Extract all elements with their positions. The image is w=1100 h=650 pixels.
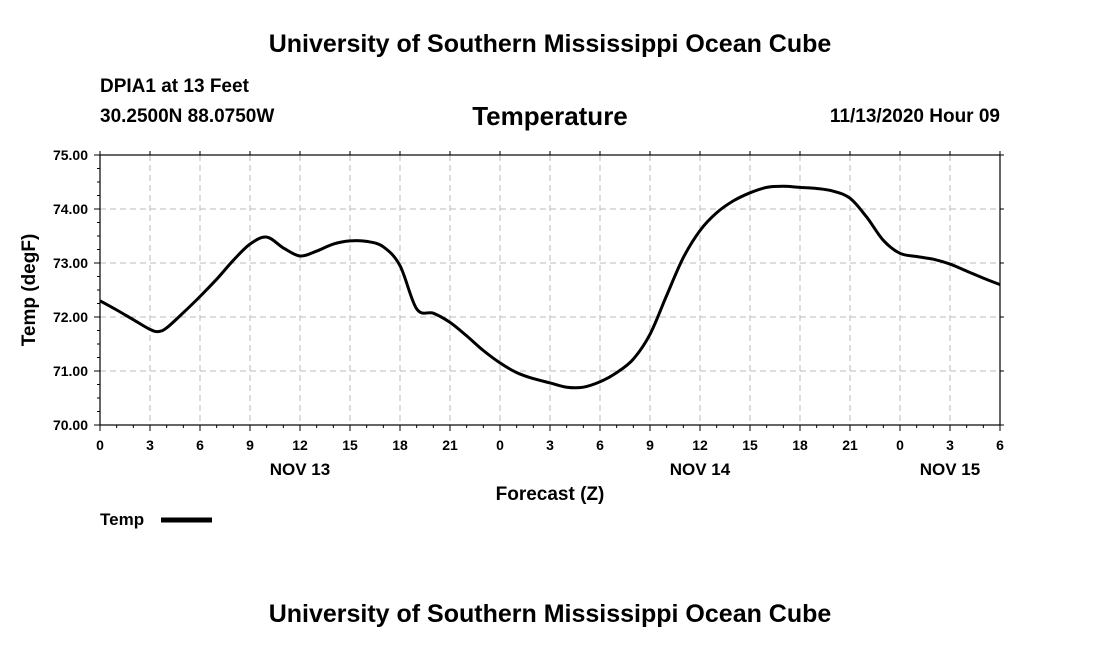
legend-label: Temp (100, 510, 144, 529)
temp-series-line (99, 184, 1001, 390)
y-tick-label: 75.00 (53, 147, 88, 163)
series-layer (99, 184, 1001, 390)
x-tick-label: 0 (496, 437, 504, 453)
chart-title: Temperature (472, 101, 628, 131)
footer-title: University of Southern Mississippi Ocean… (268, 600, 832, 628)
y-tick-label: 71.00 (53, 363, 88, 379)
legend: Temp (100, 510, 212, 529)
day-label: NOV 13 (270, 460, 330, 479)
x-tick-label: 12 (292, 437, 308, 453)
grid (100, 155, 1000, 425)
y-tick-label: 73.00 (53, 255, 88, 271)
coordinates-label: 30.2500N 88.0750W (100, 106, 275, 127)
axes: 70.00 71.00 72.00 73.00 74.00 75.00 0 3 6 9 12 15 18… (19, 147, 1004, 505)
x-tick-label: 6 (196, 437, 204, 453)
x-tick-label: 15 (742, 437, 758, 453)
x-tick-label: 3 (946, 437, 954, 453)
x-tick-label: 6 (596, 437, 604, 453)
x-tick-label: 21 (442, 437, 458, 453)
station-label: DPIA1 at 13 Feet (100, 76, 249, 97)
plot-frame (99, 154, 1001, 426)
x-tick-label: 15 (342, 437, 358, 453)
x-tick-label: 6 (996, 437, 1004, 453)
x-tick-label: 0 (96, 437, 104, 453)
x-tick-label: 3 (146, 437, 154, 453)
day-label: NOV 14 (670, 460, 731, 479)
issued-time-label: 11/13/2020 Hour 09 (829, 106, 1000, 127)
x-tick-label: 9 (646, 437, 654, 453)
x-tick-label: 18 (792, 437, 808, 453)
page-title: University of Southern Mississippi Ocean… (268, 30, 832, 58)
x-tick-label: 9 (246, 437, 254, 453)
y-axis-title: Temp (degF) (19, 234, 40, 347)
y-tick-label: 72.00 (53, 309, 88, 325)
x-axis-title: Forecast (Z) (496, 484, 605, 505)
x-tick-label: 21 (842, 437, 858, 453)
x-tick-label: 3 (546, 437, 554, 453)
x-tick-label: 0 (896, 437, 904, 453)
x-tick-label: 12 (692, 437, 708, 453)
y-tick-label: 70.00 (53, 417, 88, 433)
y-tick-label: 74.00 (53, 201, 88, 217)
day-label: NOV 15 (920, 460, 980, 479)
x-tick-label: 18 (392, 437, 408, 453)
